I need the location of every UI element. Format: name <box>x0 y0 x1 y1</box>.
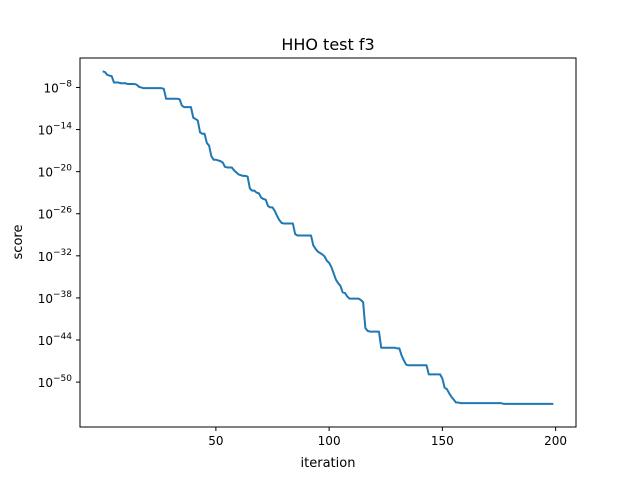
x-tick-label: 100 <box>318 434 341 448</box>
y-tick-label: 10−44 <box>38 332 73 348</box>
y-tick-label: 10−14 <box>38 122 73 138</box>
y-axis: 10−8 10−14 10−20 10−26 10−32 10−38 10−44 10−50 <box>38 79 80 390</box>
x-axis-label: iteration <box>301 456 356 471</box>
x-tick-label: 200 <box>544 434 567 448</box>
chart-title: HHO test f3 <box>281 35 374 54</box>
series-line-score <box>102 70 554 405</box>
y-tick-label: 10−26 <box>38 206 73 222</box>
x-tick-label: 50 <box>208 434 223 448</box>
plot-frame <box>79 57 577 428</box>
x-axis: 50 100 150 200 <box>208 427 567 448</box>
y-tick-label: 10−8 <box>43 79 72 95</box>
y-tick-label: 10−38 <box>38 290 73 306</box>
y-tick-label: 10−32 <box>38 248 72 264</box>
x-tick-label: 150 <box>431 434 454 448</box>
y-tick-label: 10−50 <box>38 374 73 390</box>
y-tick-label: 10−20 <box>38 164 73 180</box>
y-axis-label: score <box>11 225 26 260</box>
